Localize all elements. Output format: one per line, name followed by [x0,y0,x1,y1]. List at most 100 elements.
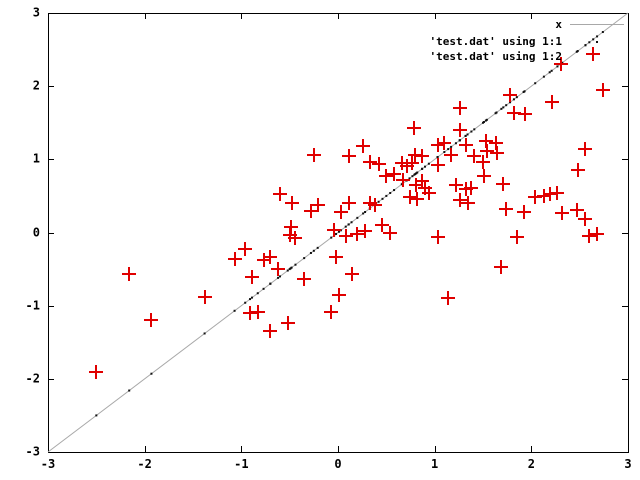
y-tick-label: -1 [25,298,40,313]
diagonal-dot [381,197,384,200]
diagonal-dot [584,44,587,47]
axis-ticks [48,13,629,453]
diagonal-dot [290,266,293,269]
diagonal-dot [416,171,419,174]
diagonal-dot [515,96,518,99]
x-tick-label: 1 [431,457,439,471]
diagonal-dot [601,31,604,34]
diagonal-dot [561,61,564,64]
diagonal-dot [421,167,424,170]
x-tick-label: -3 [40,457,56,471]
legend: x 'test.dat' using 1:1 'test.dat' using … [430,18,624,65]
diagonal-dot [447,148,450,151]
legend-entry-using-1-2: 'test.dat' using 1:2 [430,50,624,63]
x-tick-label: 2 [527,457,535,471]
diagonal-dot [150,372,153,375]
diagonal-dot [95,414,98,417]
diagonal-dot [128,389,131,392]
diagonal-dot [244,301,247,304]
diagonal-dot [482,121,485,124]
diagonal-dot [335,232,338,235]
diagonal-dot [512,98,515,101]
y-tick-label: -3 [25,444,40,459]
diagonal-dot [294,263,297,266]
diagonal-dot [350,221,353,224]
y-tick-label: 1 [32,151,40,166]
diagonal-dot [250,296,253,299]
diagonal-dot [356,216,359,219]
diagonal-dot [364,211,367,214]
legend-label: x [555,18,562,31]
diagonal-dot [502,106,505,109]
diagonal-dot [500,107,503,110]
diagonal-dot [485,118,488,121]
diagonal-dot [466,133,469,136]
diagonal-dot [473,128,476,131]
diagonal-dot [436,156,439,159]
diagonal-dot [464,134,467,137]
diagonal-dot [377,200,380,203]
diagonal-dot [277,276,280,279]
diagonal-dot [312,249,315,252]
diagonal-dot [523,90,526,93]
diagonal-dot [495,111,498,114]
diagonal-dot [337,230,340,233]
diagonal-dot [344,225,347,228]
diagonal-dot [550,69,553,72]
diagonal-dot [203,332,206,335]
diagonal-dot [505,104,508,107]
diagonal-dot [548,71,551,74]
legend-empty-sample [570,50,624,63]
y-tick-label: -2 [25,371,40,386]
diagonal-dot [279,275,281,278]
diagonal-dot [534,82,537,85]
diagonal-dot [309,251,312,254]
diagonal-dot [458,139,461,142]
diagonal-dot [443,151,446,154]
diagonal-dot [385,194,388,197]
x-tick-label: 0 [334,457,342,471]
diagonal-dot [330,236,333,239]
data-point-markers [89,47,610,379]
legend-label: 'test.dat' using 1:2 [429,50,562,63]
x-tick-label: -1 [234,457,249,471]
diagonal-dot [556,65,559,68]
diagonal-dot [393,189,396,192]
diagonal-dot [389,191,392,194]
x-tick-label: 3 [624,457,632,471]
diagonal-dot [576,50,579,53]
y-tick-label: 2 [32,78,40,93]
diagonal-dot [233,309,236,312]
legend-entry-x: x [430,18,624,31]
diagonal-dot [303,257,306,260]
diagonal-dot [269,282,272,285]
plot-border [48,13,629,453]
diagonal-dot [470,130,473,133]
legend-label: 'test.dat' using 1:1 [429,35,562,48]
diagonal-dot [362,212,365,215]
diagonal-dot [596,35,599,38]
y-tick-label: 0 [32,225,40,239]
diagonal-dot [262,287,265,290]
diagonal-dot [427,162,430,165]
diagonal-dot [256,292,259,295]
diagonal-dot [316,246,319,249]
diagonal-dot [347,223,350,226]
legend-entry-using-1-1: 'test.dat' using 1:1 [430,35,624,48]
diagonal-dot [286,269,289,272]
diagonal-dot [411,175,414,178]
diagonal-dot [450,145,453,148]
diagonal-dot [454,142,457,145]
x-tick-label: -2 [137,457,152,471]
diagonal-dot [542,75,545,78]
diagonal-dot [408,177,411,180]
diagonal-dot [509,101,512,104]
diagonal-dot [592,38,595,41]
diagonal-dot [424,165,426,168]
legend-line-sample [570,18,624,31]
legend-dot-sample [570,35,624,48]
y-tick-label: 3 [32,5,40,20]
diagonal-dot [249,298,252,301]
